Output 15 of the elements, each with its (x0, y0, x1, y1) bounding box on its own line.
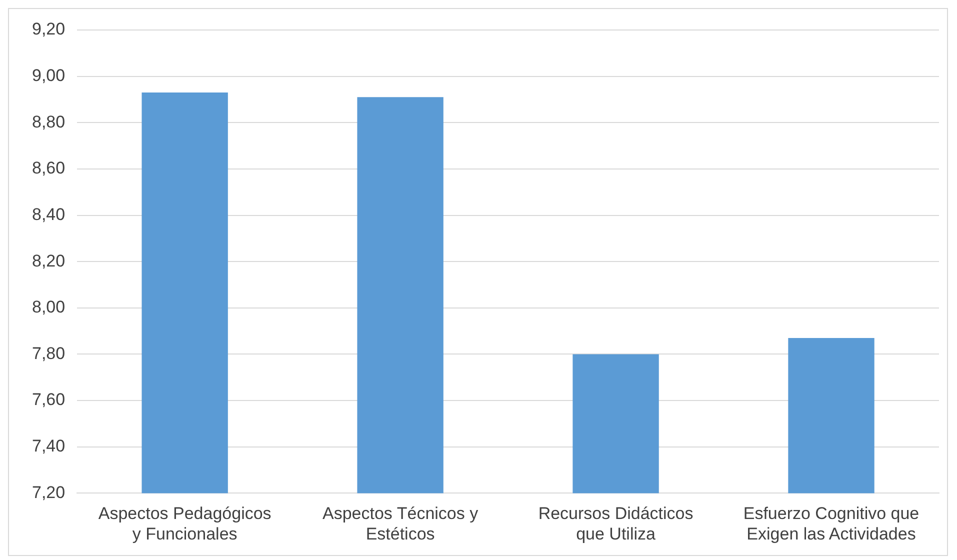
y-tick-label: 7,80 (32, 344, 66, 363)
x-tick-label: Recursos Didácticos que Utiliza (538, 504, 694, 544)
y-tick-label: 7,40 (32, 436, 66, 456)
y-tick-label: 9,00 (32, 66, 66, 86)
y-tick-label: 8,60 (32, 158, 66, 178)
x-tick-label: Aspectos Técnicos y Estéticos (322, 504, 479, 544)
y-tick-label: 9,20 (32, 20, 66, 39)
x-tick-label: Esfuerzo Cognitivo que Exigen las Actividades (743, 504, 920, 544)
y-tick-label: 7,60 (32, 390, 66, 410)
y-tick-label: 8,80 (32, 112, 66, 132)
y-tick-label: 8,40 (32, 204, 66, 224)
x-tick-label: Aspectos Pedagógicos y Funcionales (98, 504, 272, 544)
y-tick-label: 8,00 (32, 298, 66, 317)
y-tick-label: 7,20 (32, 482, 66, 502)
y-tick-label: 8,20 (32, 251, 66, 270)
